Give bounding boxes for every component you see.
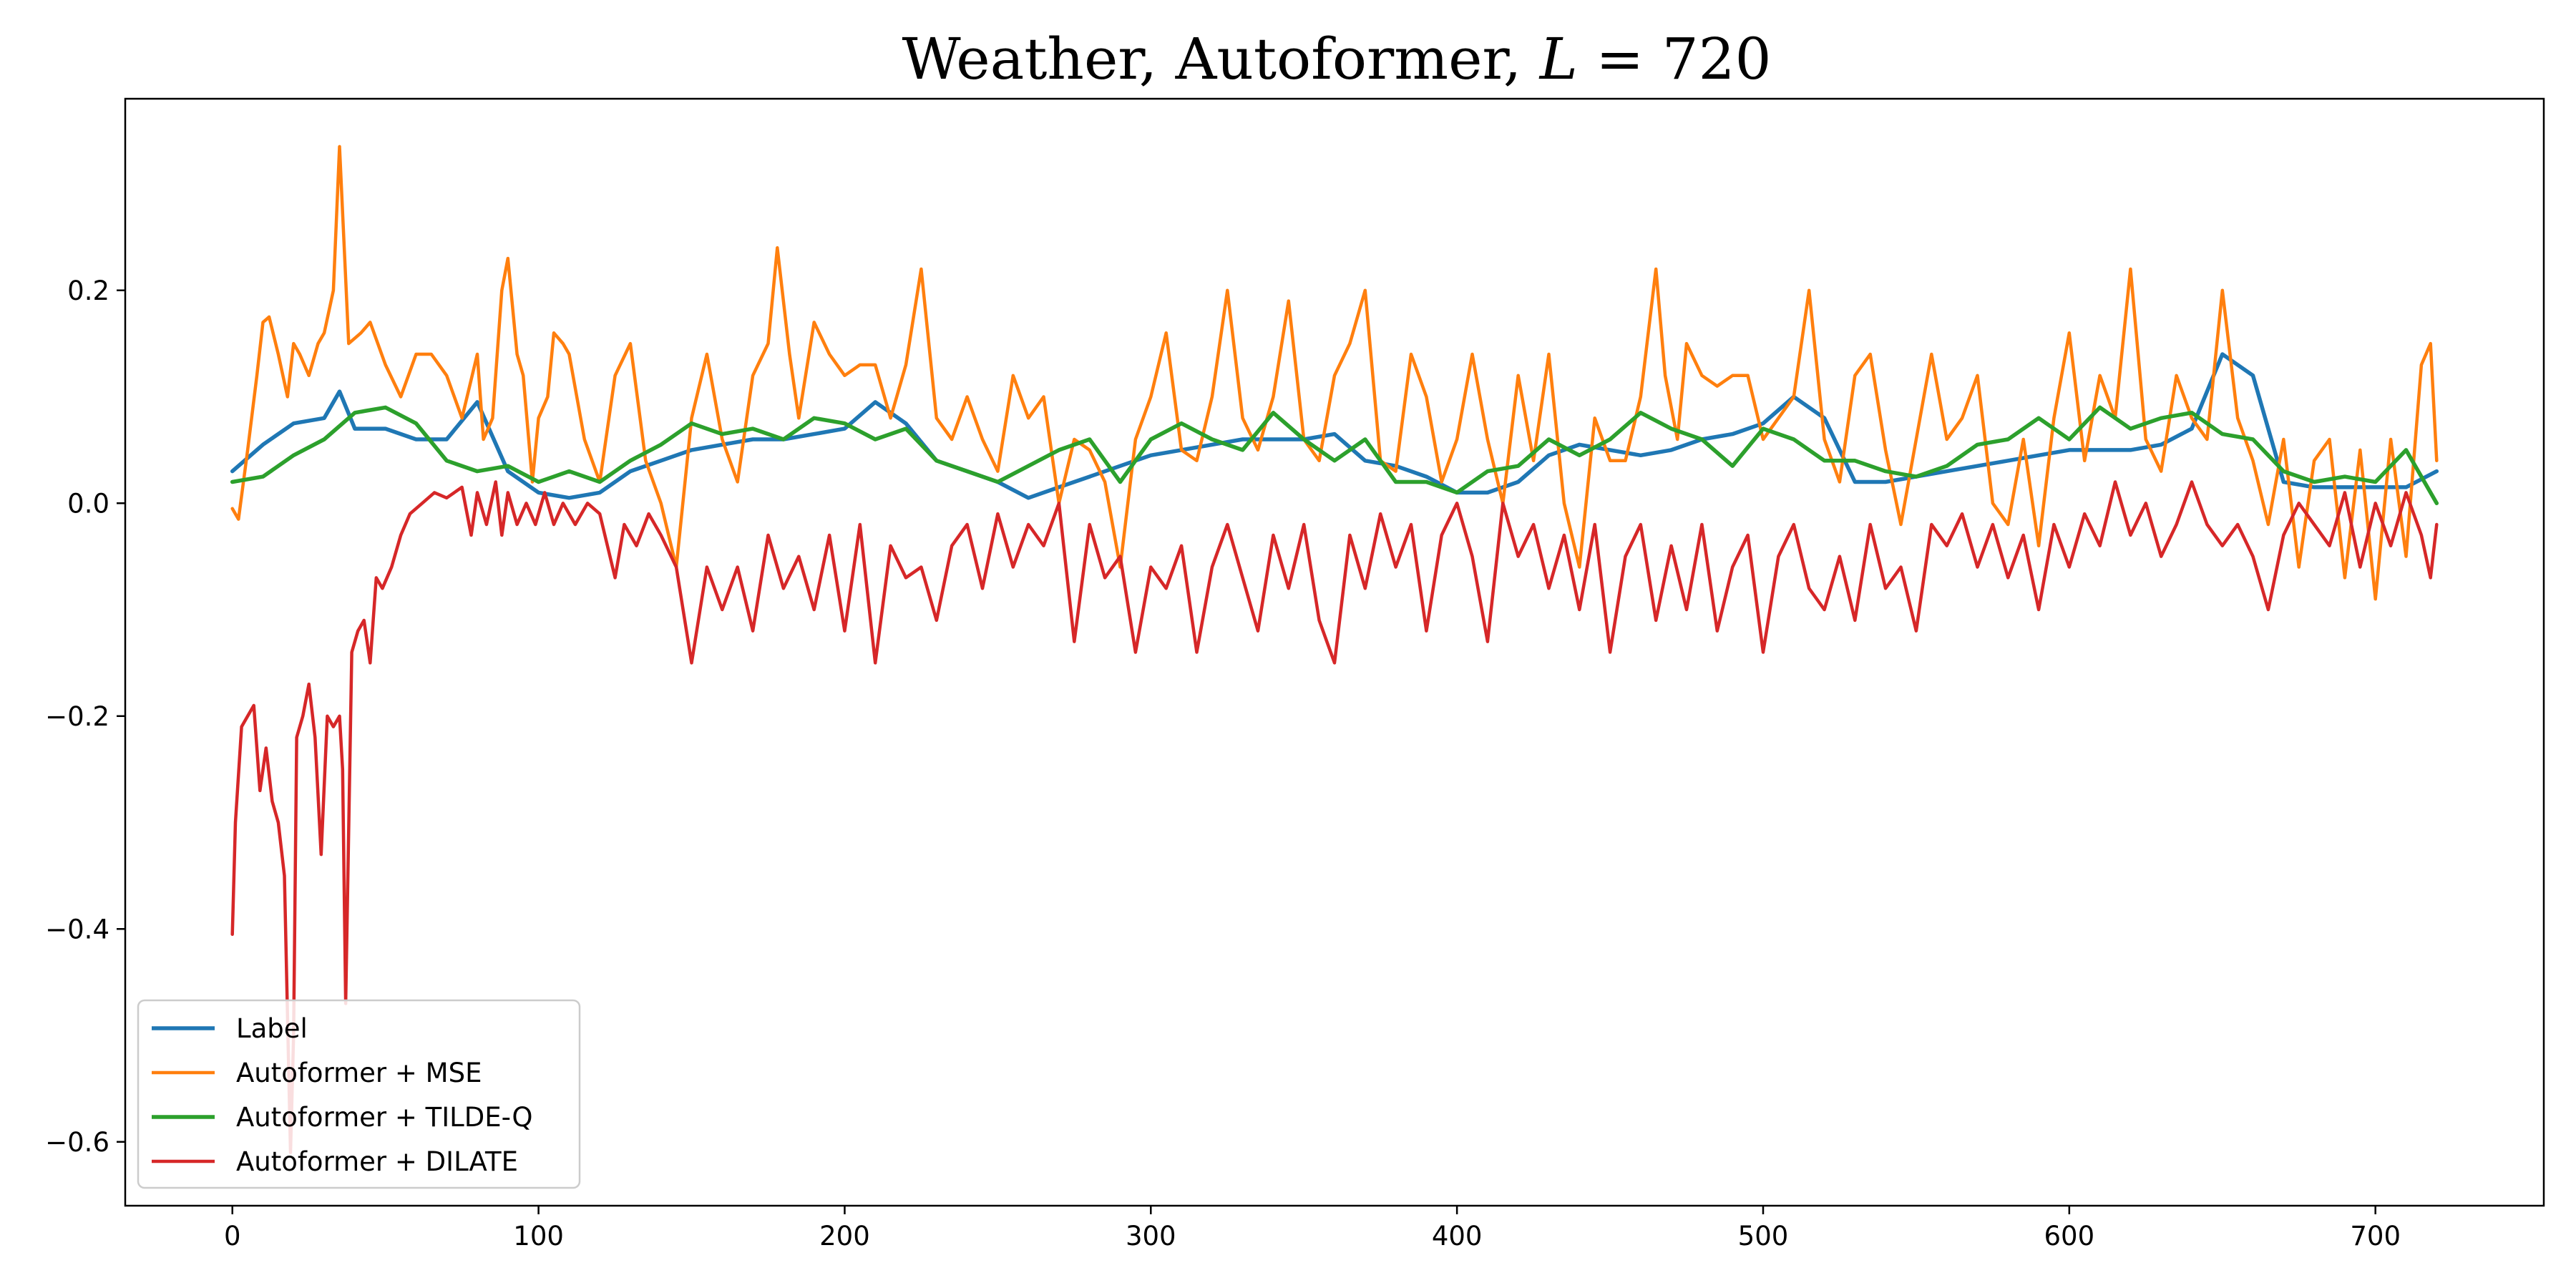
y-tick-label: −0.2 [45, 701, 109, 732]
series-line-4 [230, 480, 2439, 1154]
y-tick-label: 0.2 [67, 275, 109, 306]
x-tick-label: 200 [819, 1221, 870, 1252]
series-layer [230, 145, 2439, 1154]
y-tick-label: −0.4 [45, 914, 109, 945]
chart-title-variable: L [1538, 26, 1578, 92]
series-line-2 [230, 145, 2439, 601]
x-tick-label: 600 [2044, 1221, 2095, 1252]
x-tick-label: 0 [224, 1221, 241, 1252]
y-axis: −0.6 −0.4 −0.2 0.0 0.2 [45, 275, 125, 1158]
x-axis: 0 100 200 300 400 500 600 700 [224, 1206, 2401, 1252]
legend-box [137, 999, 581, 1189]
x-tick-label: 100 [513, 1221, 564, 1252]
legend-label: Label [236, 1013, 308, 1044]
y-tick-label: −0.6 [45, 1127, 109, 1158]
chart-title-prefix: Weather, Autoformer, [902, 26, 1540, 92]
legend-label: Autoformer + DILATE [236, 1146, 518, 1177]
legend-label: Autoformer + MSE [236, 1058, 482, 1088]
legend: Label Autoformer + MSE Autoformer + TILDE-… [137, 999, 581, 1189]
x-tick-label: 700 [2350, 1221, 2401, 1252]
x-tick-label: 400 [1432, 1221, 1483, 1252]
chart-title-suffix: = 720 [1578, 26, 1772, 92]
series-line-1 [230, 352, 2439, 500]
x-tick-label: 300 [1126, 1221, 1176, 1252]
y-tick-label: 0.0 [67, 488, 109, 519]
x-tick-label: 500 [1738, 1221, 1789, 1252]
chart-title: Weather, Autoformer, L = 720 [902, 26, 1772, 92]
legend-label: Autoformer + TILDE-Q [236, 1102, 533, 1133]
series-line-3 [230, 405, 2439, 506]
plot-frame [124, 97, 2545, 1207]
